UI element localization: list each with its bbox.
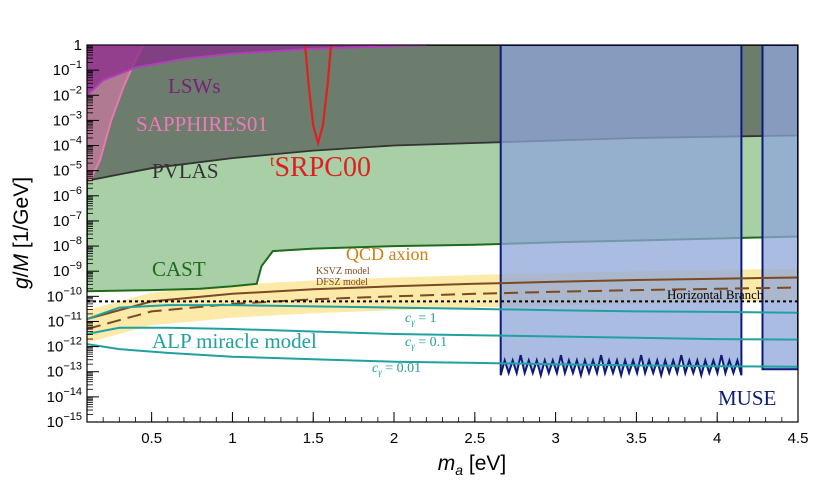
x-tick-label: 1.5 [303, 430, 324, 447]
x-tick-label: 4.5 [788, 430, 809, 447]
y-tick-label: 10−15 [47, 411, 82, 431]
x-axis-title: ma [eV] [438, 452, 507, 478]
alp-miracle-label: ALP miracle model [152, 329, 317, 353]
y-tick-label: 10−10 [47, 285, 82, 305]
dfsz-model-line [87, 286, 798, 330]
cast-label: CAST [152, 257, 206, 281]
y-tick-label: 10−14 [47, 386, 82, 406]
alp-line-c01 [87, 326, 798, 341]
qcd-axion-label: QCD axion [346, 244, 429, 264]
y-tick-label: 10−4 [53, 135, 82, 155]
x-tick-label: 0.5 [141, 430, 162, 447]
x-tick-label: 4 [713, 430, 721, 447]
x-tick-label: 2.5 [464, 430, 485, 447]
sapphires01-label: SAPPHIRES01 [136, 112, 268, 136]
ksvz-label: KSVZ model [316, 266, 370, 277]
x-tick-label: 3 [551, 430, 559, 447]
srpc00-exclusion-curve [304, 45, 333, 148]
srpc00-label: tSRPC00 [270, 152, 371, 183]
alp-c001-label: cγ = 0.01 [372, 361, 421, 377]
y-tick-label: 10−6 [53, 185, 82, 205]
x-tick-label: 1 [228, 430, 236, 447]
srpc00-name: SRPC00 [274, 152, 371, 183]
horizontal-branch-label: Horizontal Branch [667, 287, 764, 302]
y-tick-label: 10−2 [53, 84, 82, 104]
y-tick-label: 10−8 [53, 235, 82, 255]
muse-exclusion-region [499, 45, 743, 380]
x-tick-label: 3.5 [626, 430, 647, 447]
alp-c01-label: cγ = 0.1 [405, 335, 447, 351]
x-axis-ticks: 0.5 1 1.5 2 2.5 3 3.5 4 4.5 [86, 412, 809, 447]
y-tick-label: 10−12 [47, 336, 82, 356]
y-axis-ticks: 10−1510−1410−1310−1210−1110−1010−910−810… [47, 37, 99, 431]
ksvz-model-line [87, 276, 798, 320]
y-tick-label: 10−5 [53, 160, 82, 180]
y-tick-label: 10−1 [53, 59, 82, 79]
alp-line-c001 [87, 343, 798, 368]
lsws-label: LSWs [168, 74, 221, 98]
y-tick-label: 10−9 [53, 260, 82, 280]
y-axis-title: g/M [1/GeV] [10, 177, 33, 289]
muse-label: MUSE [718, 386, 776, 410]
y-tick-label: 1 [74, 37, 82, 54]
y-tick-label: 10−13 [47, 361, 82, 381]
pvlas-label: PVLAS [152, 159, 219, 183]
srpc00-prefix: t [270, 153, 275, 170]
y-tick-label: 10−7 [53, 210, 82, 230]
lsws-exclusion-region [87, 45, 427, 97]
muse-exclusion-region-second [761, 45, 798, 371]
y-tick-label: 10−11 [47, 310, 82, 330]
alp-c1-label: cγ = 1 [405, 311, 437, 327]
alp-line-c1 [87, 304, 798, 320]
y-tick-label: 10−3 [53, 109, 82, 129]
x-tick-label: 2 [390, 430, 398, 447]
dfsz-label: DFSZ model [316, 277, 368, 288]
